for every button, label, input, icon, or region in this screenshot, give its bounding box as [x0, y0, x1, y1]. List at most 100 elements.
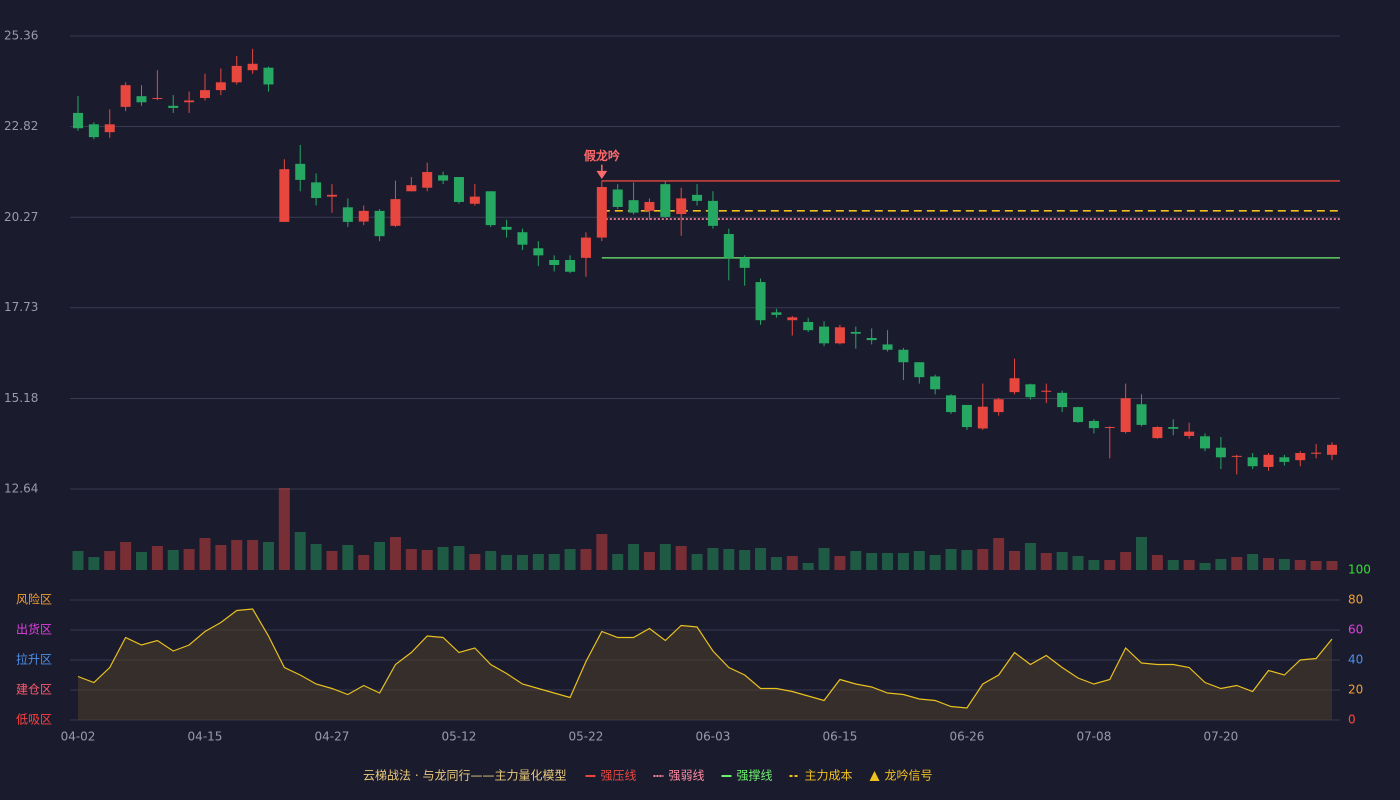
candle-body	[834, 327, 845, 344]
volume-bar	[437, 547, 449, 570]
volume-bar	[802, 563, 814, 570]
volume-bar	[929, 555, 941, 570]
volume-bar	[104, 551, 116, 570]
candle-body	[453, 177, 464, 202]
volume-bar	[1120, 552, 1132, 570]
volume-bar	[1247, 554, 1259, 570]
volume-bar	[1326, 561, 1338, 570]
candle-body	[422, 172, 433, 188]
candle-body	[977, 406, 988, 429]
volume-bar	[88, 557, 100, 570]
candle-body	[1152, 427, 1163, 439]
zone-label: 出货区	[16, 622, 52, 637]
candle-body	[199, 90, 210, 98]
candle-body	[787, 317, 798, 321]
x-tick-label: 05-22	[569, 730, 604, 744]
legend-swatch	[869, 771, 880, 781]
volume-bar	[882, 553, 894, 570]
volume-bar	[1294, 560, 1306, 570]
volume-bar	[358, 555, 370, 570]
candle-body	[707, 200, 718, 226]
volume-bar	[247, 540, 259, 570]
volume-bar	[453, 546, 465, 570]
candle-body	[390, 199, 401, 226]
volume-bar	[1167, 560, 1179, 570]
volume-bar	[1104, 560, 1116, 570]
candle-body	[184, 100, 195, 103]
candle-body	[1025, 384, 1036, 398]
volume-bar	[1310, 561, 1322, 570]
candle-body	[1057, 392, 1068, 408]
volume-bar	[389, 537, 401, 570]
candle-body	[342, 207, 353, 222]
candle-body	[660, 184, 671, 217]
volume-bar	[786, 556, 798, 570]
candle-body	[961, 404, 972, 428]
candle-body	[326, 194, 337, 197]
candle-body	[263, 67, 274, 85]
candle-body	[866, 338, 877, 341]
candle-body	[771, 312, 782, 315]
candle-body	[1231, 455, 1242, 457]
candle-body	[819, 326, 830, 344]
volume-bar	[262, 542, 274, 570]
candle-body	[88, 124, 99, 138]
y-tick-label: 22.82	[4, 119, 38, 133]
volume-bar	[739, 550, 751, 570]
x-tick-label: 07-08	[1076, 730, 1111, 744]
candle-body	[279, 169, 290, 222]
candle-body	[946, 395, 957, 413]
candle-body	[406, 185, 417, 192]
candle-body	[501, 226, 512, 230]
volume-bar	[723, 549, 735, 570]
volume-bar	[596, 534, 608, 570]
candle-body	[739, 257, 750, 268]
volume-bar	[691, 554, 703, 570]
candle-body	[1088, 420, 1099, 429]
candle-body	[596, 187, 607, 238]
volume-bar	[1215, 559, 1227, 570]
candle-body	[755, 282, 766, 321]
volume-bar	[993, 538, 1005, 570]
candle-body	[104, 124, 115, 133]
volume-bar	[485, 551, 497, 570]
volume-bar	[1136, 537, 1148, 570]
volume-bar	[72, 551, 84, 570]
candle-body	[1184, 431, 1195, 436]
volume-bar	[643, 552, 655, 570]
candle-body	[358, 210, 369, 222]
volume-bar	[659, 544, 671, 570]
y-tick-label: 25.36	[4, 29, 38, 43]
volume-bar	[231, 540, 243, 570]
zone-label: 拉升区	[16, 652, 52, 667]
volume-bar	[913, 551, 925, 570]
candle-body	[1200, 436, 1211, 449]
volume-bar	[405, 549, 417, 570]
signal-label: 假龙吟	[584, 148, 620, 163]
candle-body	[898, 349, 909, 363]
volume-bar	[1088, 560, 1100, 570]
candle-body	[644, 201, 655, 211]
candle-body	[1168, 427, 1179, 429]
candle-body	[723, 234, 734, 258]
volume-bar	[120, 542, 132, 570]
candle-body	[882, 344, 893, 350]
volume-bar	[278, 488, 290, 570]
volume-bar	[612, 554, 624, 570]
volume-bar	[1009, 551, 1021, 570]
volume-bar	[945, 549, 957, 570]
volume-bar	[1024, 543, 1036, 570]
legend-label: 强压线	[600, 769, 636, 783]
volume-bar	[1231, 557, 1243, 570]
volume-bar	[1072, 556, 1084, 570]
volume-bar	[135, 552, 147, 570]
candle-body	[120, 85, 131, 107]
candle-body	[930, 376, 941, 390]
candle-body	[549, 260, 560, 265]
candle-body	[469, 196, 480, 204]
x-tick-label: 05-12	[442, 730, 477, 744]
volume-bar	[1151, 555, 1163, 570]
volume-bar	[580, 549, 592, 570]
candle-body	[1247, 457, 1258, 467]
